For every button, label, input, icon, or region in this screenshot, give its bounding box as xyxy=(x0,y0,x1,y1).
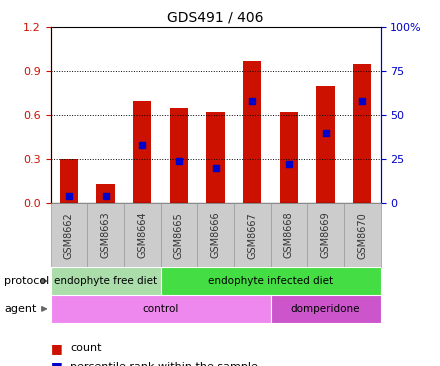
FancyBboxPatch shape xyxy=(51,203,87,267)
FancyBboxPatch shape xyxy=(51,267,161,295)
FancyBboxPatch shape xyxy=(161,267,381,295)
Point xyxy=(102,193,109,199)
FancyBboxPatch shape xyxy=(307,203,344,267)
Point xyxy=(66,193,73,199)
Text: protocol: protocol xyxy=(4,276,50,286)
Bar xyxy=(133,101,151,203)
FancyBboxPatch shape xyxy=(271,203,307,267)
Point xyxy=(212,165,219,171)
Text: endophyte free diet: endophyte free diet xyxy=(54,276,157,286)
Bar xyxy=(170,108,188,203)
FancyBboxPatch shape xyxy=(344,203,381,267)
Text: GSM8668: GSM8668 xyxy=(284,212,294,258)
Text: ■: ■ xyxy=(51,360,62,366)
FancyBboxPatch shape xyxy=(197,203,234,267)
Text: agent: agent xyxy=(4,304,37,314)
Point xyxy=(359,98,366,104)
Bar xyxy=(353,64,371,203)
Text: domperidone: domperidone xyxy=(291,304,360,314)
Point xyxy=(322,130,329,136)
Text: ■: ■ xyxy=(51,342,62,355)
Text: GSM8670: GSM8670 xyxy=(357,212,367,258)
FancyBboxPatch shape xyxy=(271,295,381,323)
Bar xyxy=(280,112,298,203)
Text: count: count xyxy=(70,343,102,354)
Bar xyxy=(206,112,225,203)
Text: GSM8667: GSM8667 xyxy=(247,212,257,258)
Text: GSM8666: GSM8666 xyxy=(211,212,220,258)
FancyBboxPatch shape xyxy=(87,203,124,267)
Point xyxy=(176,158,183,164)
Text: GSM8665: GSM8665 xyxy=(174,212,184,258)
Point xyxy=(286,161,293,167)
Bar xyxy=(60,159,78,203)
FancyBboxPatch shape xyxy=(124,203,161,267)
Text: GSM8669: GSM8669 xyxy=(321,212,330,258)
Text: GSM8664: GSM8664 xyxy=(137,212,147,258)
Bar xyxy=(243,61,261,203)
Bar xyxy=(96,184,115,203)
FancyBboxPatch shape xyxy=(161,203,197,267)
Text: GSM8663: GSM8663 xyxy=(101,212,110,258)
Point xyxy=(139,142,146,148)
Text: endophyte infected diet: endophyte infected diet xyxy=(208,276,333,286)
Point xyxy=(249,98,256,104)
FancyBboxPatch shape xyxy=(51,295,271,323)
Text: GSM8662: GSM8662 xyxy=(64,212,74,258)
Text: control: control xyxy=(143,304,179,314)
Title: GDS491 / 406: GDS491 / 406 xyxy=(167,11,264,25)
Bar xyxy=(316,86,335,203)
Text: percentile rank within the sample: percentile rank within the sample xyxy=(70,362,258,366)
FancyBboxPatch shape xyxy=(234,203,271,267)
